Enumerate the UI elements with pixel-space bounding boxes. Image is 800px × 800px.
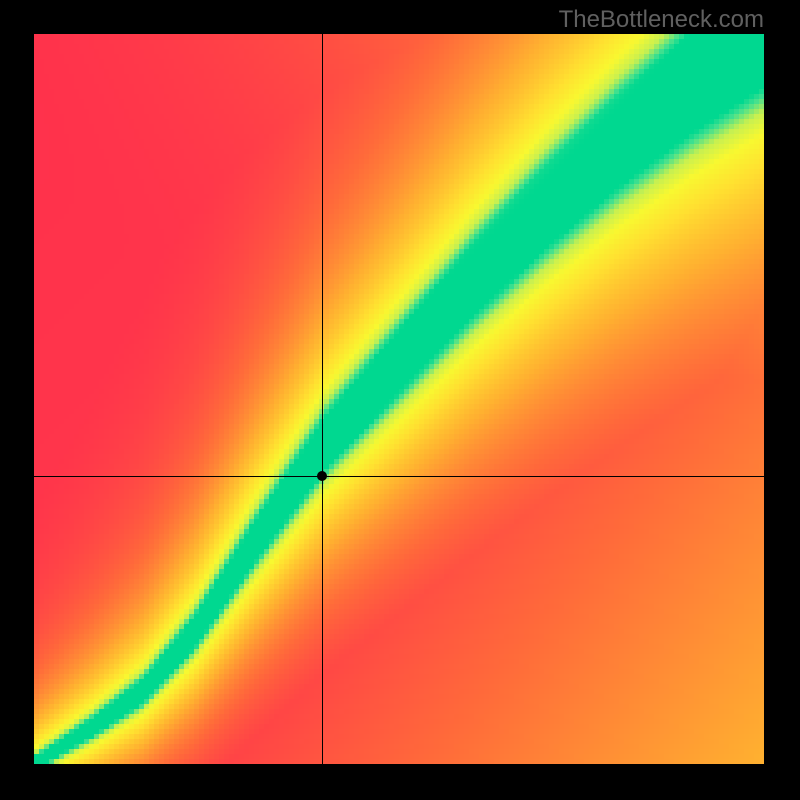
bottleneck-heatmap bbox=[34, 34, 764, 764]
chart-container: TheBottleneck.com bbox=[0, 0, 800, 800]
watermark-text: TheBottleneck.com bbox=[559, 6, 764, 34]
marker-point bbox=[317, 471, 327, 481]
crosshair-horizontal bbox=[34, 476, 764, 477]
crosshair-vertical bbox=[322, 34, 323, 764]
